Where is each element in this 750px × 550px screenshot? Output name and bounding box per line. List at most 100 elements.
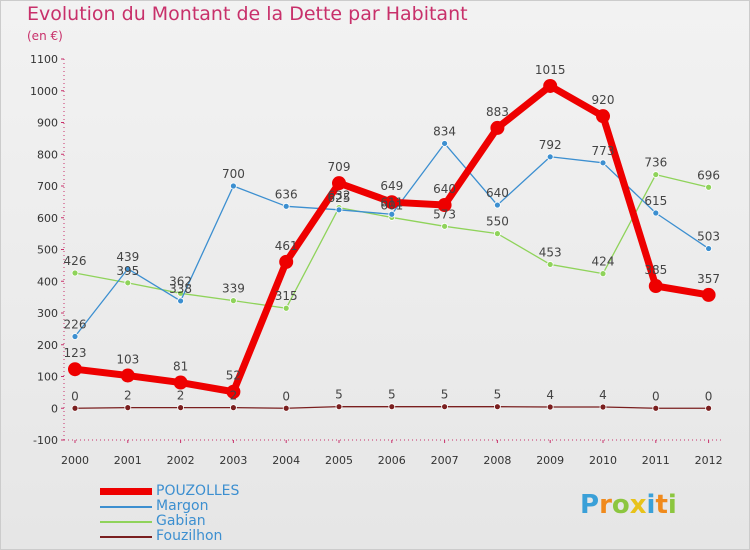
- data-label-margon: 503: [697, 230, 720, 244]
- data-point-pouzolles: [120, 368, 135, 383]
- data-point-pouzolles: [226, 384, 241, 399]
- data-label-fouzilhon: 0: [705, 389, 713, 403]
- data-point-margon: [441, 140, 449, 147]
- data-label-pouzolles: 920: [592, 93, 615, 107]
- data-point-pouzolles: [437, 198, 452, 213]
- data-label-margon: 636: [275, 187, 298, 201]
- data-label-fouzilhon: 0: [282, 389, 290, 403]
- y-tick-label: 1000: [30, 85, 58, 98]
- data-label-fouzilhon: 5: [388, 388, 396, 402]
- data-label-margon: 792: [539, 138, 562, 152]
- data-label-margon: 773: [592, 144, 615, 158]
- data-label-pouzolles: 385: [644, 263, 667, 277]
- y-tick-label: 900: [37, 117, 58, 130]
- data-label-margon: 834: [433, 124, 456, 138]
- data-label-fouzilhon: 4: [599, 388, 607, 402]
- data-point-pouzolles: [701, 287, 716, 302]
- x-tick-label: 2008: [483, 454, 511, 467]
- data-label-gabian: 573: [433, 207, 456, 221]
- data-label-gabian: 424: [592, 255, 615, 269]
- data-label-margon: 226: [64, 317, 87, 331]
- data-label-pouzolles: 81: [173, 360, 188, 374]
- y-tick-label: 600: [37, 212, 58, 225]
- y-tick-label: 700: [37, 180, 58, 193]
- data-point-pouzolles: [596, 109, 610, 124]
- data-label-pouzolles: 123: [64, 346, 87, 360]
- logo-letter: r: [599, 490, 612, 520]
- data-point-gabian: [652, 171, 660, 178]
- x-tick-label: 2010: [589, 454, 617, 467]
- x-tick-label: 2007: [431, 454, 459, 467]
- x-tick-label: 2003: [219, 454, 247, 467]
- data-label-margon: 338: [169, 282, 192, 296]
- data-label-fouzilhon: 4: [546, 388, 554, 402]
- proxiti-logo: Proxiti: [580, 490, 677, 520]
- data-label-margon: 615: [644, 194, 667, 208]
- data-label-pouzolles: 649: [380, 179, 403, 193]
- legend-swatch-gabian: [100, 521, 152, 523]
- data-label-gabian: 736: [644, 156, 667, 170]
- data-point-fouzilhon: [335, 403, 343, 411]
- y-tick-label: 200: [37, 339, 58, 352]
- data-label-pouzolles: 883: [486, 105, 509, 119]
- data-point-gabian: [229, 297, 237, 305]
- data-label-pouzolles: 461: [275, 239, 298, 253]
- data-point-fouzilhon: [493, 403, 501, 411]
- data-point-fouzilhon: [71, 404, 79, 412]
- data-point-pouzolles: [279, 254, 294, 269]
- legend-swatch-fouzilhon: [100, 536, 152, 538]
- series-line-pouzolles: [71, 82, 713, 396]
- data-label-pouzolles: 1015: [535, 63, 566, 77]
- data-point-fouzilhon: [229, 404, 237, 412]
- data-point-gabian: [705, 183, 712, 191]
- data-point-fouzilhon: [388, 403, 396, 411]
- data-point-fouzilhon: [705, 404, 712, 412]
- x-tick-label: 2004: [272, 454, 300, 467]
- data-label-fouzilhon: 0: [71, 389, 79, 403]
- data-point-fouzilhon: [652, 404, 660, 412]
- data-point-fouzilhon: [177, 404, 185, 412]
- data-label-fouzilhon: 2: [230, 389, 238, 403]
- data-label-margon: 611: [380, 195, 403, 209]
- y-tick-label: 500: [37, 244, 58, 257]
- y-tick-label: 300: [37, 307, 58, 320]
- data-point-margon: [388, 210, 396, 218]
- data-label-margon: 700: [222, 167, 245, 181]
- chart-subtitle: (en €): [27, 29, 63, 43]
- data-label-gabian: 696: [697, 168, 720, 182]
- data-label-fouzilhon: 5: [335, 388, 343, 402]
- data-label-pouzolles: 357: [697, 272, 720, 286]
- data-point-margon: [71, 333, 79, 340]
- x-tick-label: 2001: [114, 454, 142, 467]
- data-point-gabian: [124, 279, 132, 287]
- data-label-pouzolles: 103: [116, 353, 139, 367]
- x-tick-label: 2002: [167, 454, 195, 467]
- legend-label-gabian: Gabian: [156, 513, 206, 529]
- data-point-margon: [705, 245, 712, 252]
- data-point-margon: [177, 297, 185, 305]
- data-point-pouzolles: [648, 279, 663, 294]
- logo-letter: i: [646, 490, 656, 520]
- x-tick-label: 2011: [642, 454, 670, 467]
- data-point-fouzilhon: [124, 404, 132, 412]
- data-point-margon: [493, 201, 501, 209]
- data-label-fouzilhon: 5: [441, 388, 449, 402]
- y-tick-label: 100: [37, 371, 58, 384]
- data-point-margon: [124, 265, 132, 273]
- legend-label-fouzilhon: Fouzilhon: [156, 528, 223, 544]
- data-point-gabian: [71, 269, 79, 277]
- legend-label-pouzolles: POUZOLLES: [156, 483, 240, 499]
- y-tick-label: -100: [33, 434, 58, 447]
- data-label-fouzilhon: 2: [177, 389, 185, 403]
- data-label-gabian: 426: [64, 254, 87, 268]
- data-point-gabian: [546, 261, 554, 268]
- chart-title: Evolution du Montant de la Dette par Hab…: [27, 3, 468, 25]
- series-line-margon: [74, 142, 710, 338]
- data-point-margon: [335, 206, 343, 214]
- data-label-gabian: 315: [275, 289, 298, 303]
- data-label-gabian: 632: [328, 189, 351, 203]
- data-point-gabian: [282, 304, 290, 312]
- logo-letter: i: [667, 490, 677, 520]
